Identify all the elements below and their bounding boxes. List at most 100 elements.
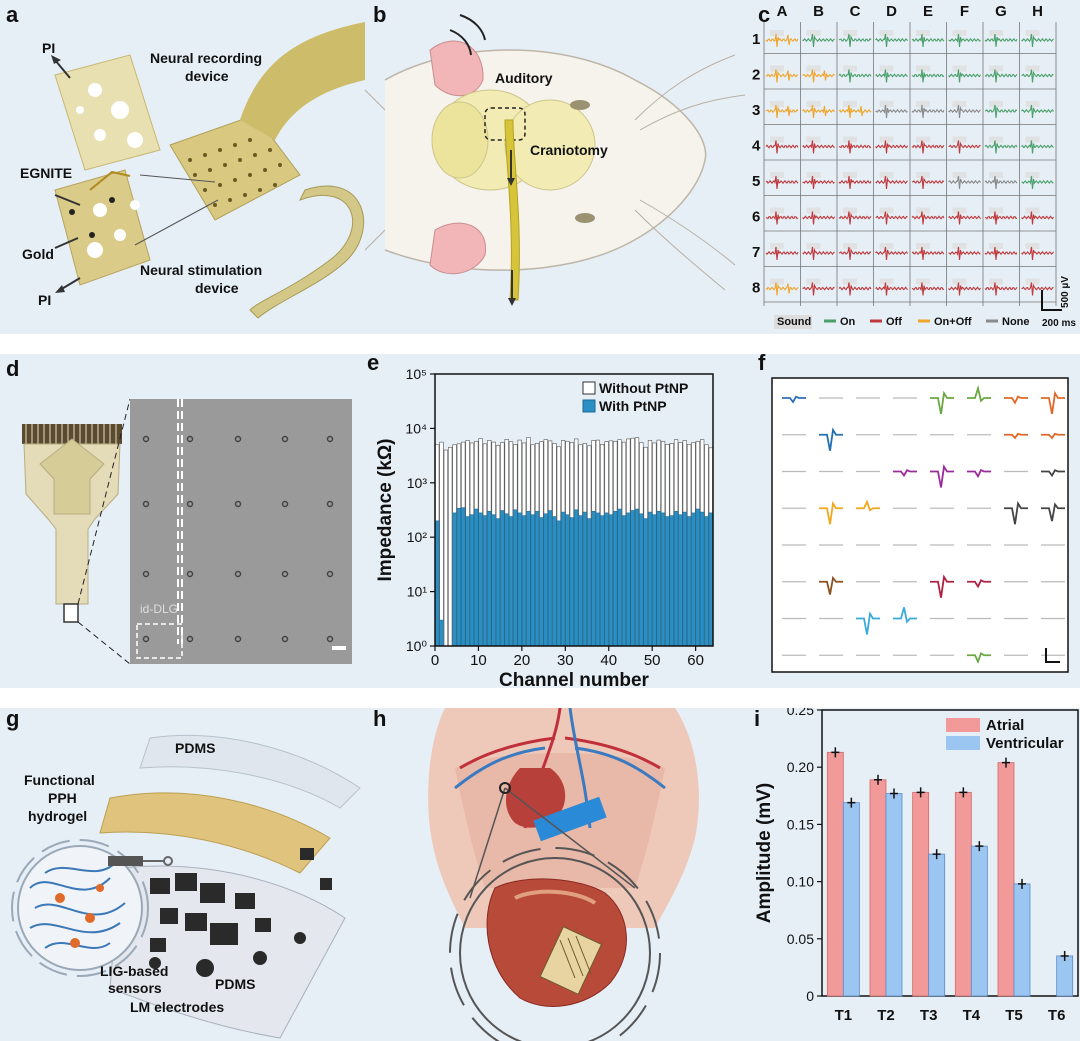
- sound-marker: [843, 30, 857, 36]
- sound-marker: [1025, 172, 1040, 178]
- craniotomy-label: Craniotomy: [530, 142, 608, 158]
- sound-marker: [916, 243, 930, 249]
- response-trace: [802, 282, 835, 296]
- bar-with-ptnp: [474, 508, 479, 647]
- sound-marker: [916, 207, 930, 214]
- sound-marker: [879, 243, 894, 249]
- bar-with-ptnp: [617, 508, 622, 647]
- bar-with-ptnp: [634, 508, 640, 647]
- response-trace: [984, 140, 1018, 154]
- column-label: B: [813, 3, 824, 20]
- sound-marker: [989, 136, 1003, 143]
- bar-with-ptnp: [695, 508, 700, 647]
- panel-label-g: g: [6, 708, 20, 731]
- response-trace: [802, 140, 835, 154]
- response-grid: A B C D E F G H 1 2 3 4 5 6 7 8 500 µV 200 ms Sound On Off On…: [752, 3, 1076, 329]
- bar-with-ptnp: [678, 514, 683, 647]
- response-trace: [911, 140, 945, 154]
- bar-with-ptnp: [582, 511, 587, 647]
- panel-label-a: a: [6, 2, 19, 27]
- plot-frame: [821, 709, 1079, 997]
- spike-waveform: [967, 651, 991, 665]
- response-trace: [802, 69, 835, 83]
- y-tick-label: 10⁴: [405, 420, 427, 436]
- recording-device-label-2: device: [185, 68, 229, 84]
- row-label: 4: [752, 138, 761, 155]
- x-tick-label: 40: [600, 652, 617, 669]
- bar-with-ptnp: [669, 515, 674, 647]
- row-label: 6: [752, 209, 760, 226]
- spike-waveform: [1041, 390, 1065, 415]
- cardiac-patch-illustration: [11, 734, 361, 1039]
- sound-marker: [879, 30, 894, 36]
- response-trace: [1021, 140, 1054, 154]
- bar-with-ptnp: [504, 513, 509, 647]
- egnite-label: EGNITE: [20, 165, 73, 181]
- impedance-chart: 10⁰ 10¹ 10² 10³ 10⁴ 10⁵ 0 10 20 30 40 50 60 Channel n…: [375, 366, 714, 688]
- bar-with-ptnp: [500, 510, 505, 647]
- panel-label-c: c: [758, 2, 771, 27]
- bar-ventricular: [928, 853, 946, 997]
- sound-marker: [770, 278, 784, 285]
- bar-with-ptnp: [534, 510, 540, 647]
- legend-swatch-ventricular: [946, 736, 980, 750]
- y-tick-label: 10²: [407, 529, 428, 545]
- x-tick-label: T1: [835, 1007, 853, 1024]
- panel-b: b Auditory Craniotomy: [365, 0, 750, 334]
- bar-with-ptnp: [565, 514, 570, 647]
- sound-marker: [989, 101, 1003, 107]
- response-trace: [838, 104, 872, 119]
- sound-marker: [806, 101, 821, 107]
- spike-waveform: [967, 385, 991, 403]
- sound-marker: [916, 65, 930, 72]
- x-tick-label: 60: [687, 652, 704, 669]
- panel-label-e: e: [367, 354, 380, 375]
- plot-frame: [434, 373, 714, 647]
- response-trace: [911, 69, 945, 83]
- x-tick-label: T4: [963, 1007, 981, 1024]
- x-tick-label: 0: [431, 652, 439, 669]
- bar-with-ptnp: [708, 512, 713, 647]
- response-trace: [875, 282, 908, 296]
- response-trace: [948, 282, 981, 296]
- bar-with-ptnp: [508, 516, 514, 647]
- legend-swatch-with: [582, 399, 596, 413]
- sound-marker: [952, 172, 967, 178]
- column-label: D: [886, 3, 897, 20]
- recording-device-label: Neural recording: [150, 50, 263, 66]
- response-trace: [875, 140, 908, 154]
- sound-marker: [916, 172, 930, 178]
- bar-with-ptnp: [548, 510, 553, 647]
- sound-marker: [1025, 30, 1040, 36]
- bar-without-ptnp: [443, 449, 449, 647]
- sound-marker: [843, 243, 857, 249]
- bar-with-ptnp: [652, 514, 657, 647]
- bar-with-ptnp: [591, 510, 596, 647]
- bar-with-ptnp: [439, 619, 444, 647]
- sound-marker: [770, 243, 784, 249]
- panel-label-d: d: [6, 356, 20, 381]
- spike-waveform: [967, 579, 991, 589]
- response-trace: [948, 69, 981, 83]
- response-trace: [838, 140, 872, 154]
- sound-marker: [843, 65, 857, 72]
- sound-marker: [952, 136, 967, 143]
- response-trace: [765, 246, 799, 261]
- y-tick-label: 10¹: [407, 584, 428, 600]
- response-trace: [838, 175, 872, 190]
- bar-with-ptnp: [595, 512, 600, 647]
- bar-with-ptnp: [513, 509, 518, 647]
- sound-marker: [843, 172, 857, 178]
- bar-atrial: [954, 791, 972, 997]
- column-label: G: [995, 3, 1007, 20]
- x-tick-label: 50: [644, 652, 661, 669]
- bar-with-ptnp: [578, 515, 583, 647]
- response-trace: [838, 69, 872, 83]
- bar-with-ptnp: [539, 517, 544, 647]
- panel-c: A B C D E F G H 1 2 3 4 5 6 7 8 500 µV 200 ms Sound On Off On…: [750, 0, 1080, 334]
- panel-label-i: i: [754, 708, 761, 731]
- legend-none: None: [1002, 316, 1030, 328]
- spike-waveform: [893, 469, 917, 478]
- sound-marker: [952, 30, 967, 36]
- sound-marker: [916, 101, 930, 107]
